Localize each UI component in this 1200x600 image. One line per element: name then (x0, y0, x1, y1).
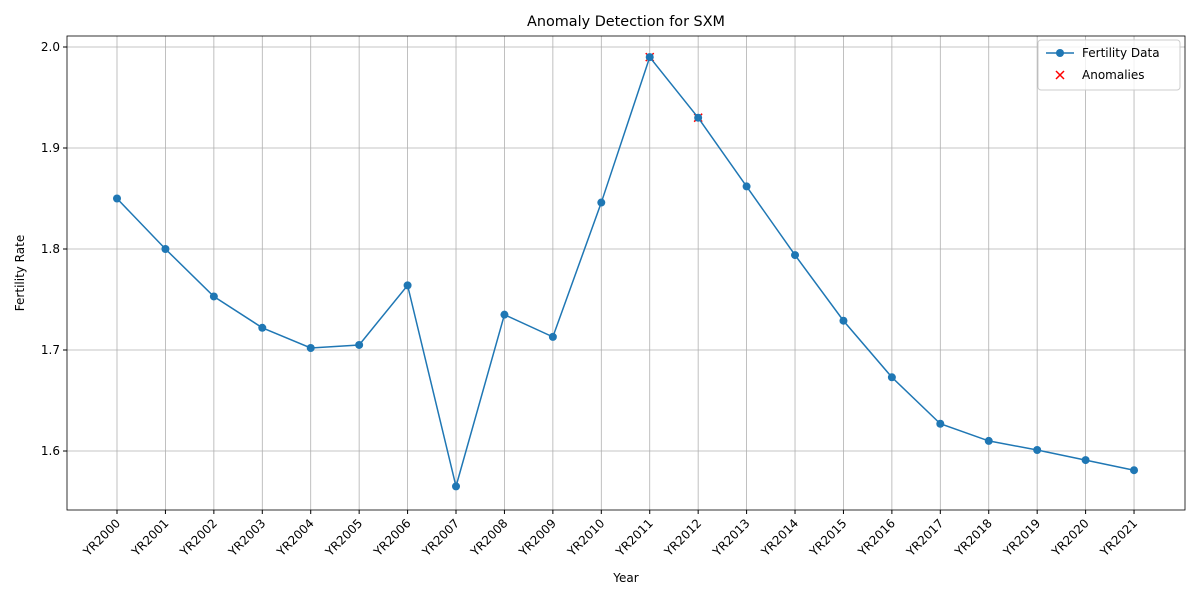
data-point (791, 251, 800, 260)
x-tick-label: YR2010 (564, 516, 607, 559)
data-point (306, 343, 315, 352)
x-tick-label: YR2005 (322, 516, 365, 559)
y-tick-label: 2.0 (41, 40, 60, 54)
data-point (694, 113, 703, 122)
x-tick-label: YR2014 (758, 516, 801, 559)
data-point (452, 482, 461, 491)
x-tick-label: YR2017 (903, 516, 946, 559)
legend-label: Anomalies (1082, 68, 1145, 82)
legend-label: Fertility Data (1082, 46, 1160, 60)
data-point (161, 245, 170, 254)
data-point (548, 332, 557, 341)
data-point (984, 436, 993, 445)
x-tick-label: YR2019 (1000, 516, 1043, 559)
data-point (403, 281, 412, 290)
x-tick-label: YR2001 (128, 516, 171, 559)
y-tick-label: 1.9 (41, 141, 60, 155)
data-point (936, 419, 945, 428)
data-point (500, 310, 509, 319)
y-tick-label: 1.8 (41, 242, 60, 256)
data-point (1081, 456, 1090, 465)
x-tick-label: YR2016 (855, 516, 898, 559)
data-point (1130, 466, 1139, 475)
y-tick-label: 1.6 (41, 444, 60, 458)
data-point (742, 182, 751, 191)
x-tick-label: YR2020 (1048, 516, 1091, 559)
chart-title: Anomaly Detection for SXM (527, 14, 725, 30)
data-point (839, 316, 848, 325)
x-tick-label: YR2003 (225, 516, 268, 559)
data-point (258, 323, 267, 332)
x-tick-label: YR2000 (80, 516, 123, 559)
data-point (113, 194, 121, 203)
data-point (645, 53, 654, 62)
legend-point-swatch (1056, 49, 1064, 57)
data-point (887, 373, 896, 382)
x-tick-label: YR2007 (419, 516, 462, 559)
x-tick-label: YR2012 (661, 516, 704, 559)
x-tick-label: YR2011 (613, 516, 656, 559)
x-tick-label: YR2013 (709, 516, 752, 559)
x-tick-label: YR2021 (1097, 516, 1140, 559)
plot-frame (66, 35, 1186, 511)
data-line (116, 55, 1135, 490)
x-axis-label: Year (612, 571, 638, 585)
data-point (1033, 446, 1042, 455)
legend-x-swatch (1055, 70, 1065, 80)
x-tick-label: YR2009 (516, 516, 559, 559)
x-tick-label: YR2008 (467, 516, 510, 559)
y-tick-label: 1.7 (41, 343, 60, 357)
legend: Fertility Data Anomalies (1037, 39, 1181, 91)
data-point (355, 340, 364, 349)
x-tick-label: YR2004 (274, 516, 317, 559)
y-axis-label: Fertility Rate (13, 235, 27, 311)
data-point (597, 198, 606, 207)
x-tick-label: YR2015 (806, 516, 849, 559)
x-tick-label: YR2018 (952, 516, 995, 559)
x-tick-label: YR2006 (370, 516, 413, 559)
data-point (209, 292, 218, 301)
x-tick-label: YR2002 (177, 516, 220, 559)
